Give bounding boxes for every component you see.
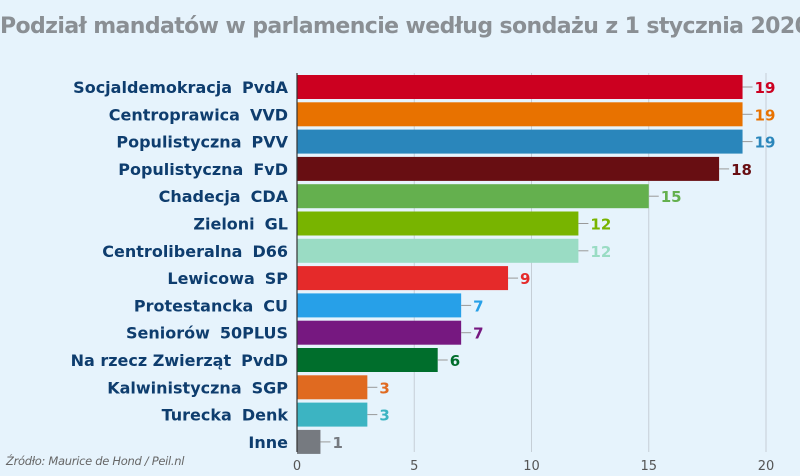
x-tick-label: 15 (640, 459, 657, 474)
source-note: Źródło: Maurice de Hond / Peil.nl (6, 454, 185, 468)
data-label: 7 (473, 325, 483, 343)
bar (297, 156, 720, 181)
category-name: Na rzecz Zwierząt (71, 351, 232, 370)
party-name: SP (265, 269, 289, 288)
category-name: Seniorów (126, 324, 210, 343)
party-name: D66 (252, 242, 288, 261)
category-label: Kalwinistyczna SGP (107, 378, 288, 397)
category-name: Turecka (162, 406, 232, 425)
data-label: 3 (379, 407, 389, 425)
category-name: Centroprawica (109, 105, 240, 124)
category-name: Kalwinistyczna (107, 378, 241, 397)
data-label: 19 (755, 106, 776, 124)
bar (297, 348, 438, 372)
category-label: Na rzecz Zwierząt PvdD (71, 351, 288, 370)
data-label: 15 (661, 188, 682, 206)
bar (297, 320, 462, 345)
party-name: 50PLUS (220, 324, 288, 343)
category-name: Inne (248, 433, 288, 452)
data-label: 12 (590, 216, 611, 234)
x-tick-label: 5 (410, 459, 418, 474)
party-name: PVV (252, 133, 289, 152)
data-label: 6 (450, 352, 460, 370)
bar (297, 75, 743, 99)
category-name: Socjaldemokracja (73, 78, 232, 97)
party-name: FvD (253, 160, 288, 179)
category-label: Centroliberalna D66 (102, 242, 288, 261)
x-tick-label: 10 (523, 459, 540, 474)
category-name: Centroliberalna (102, 242, 242, 261)
category-label: Chadecja CDA (159, 187, 289, 206)
category-label: Centroprawica VVD (109, 105, 288, 124)
category-name: Protestancka (134, 296, 253, 315)
category-label: Protestancka CU (134, 296, 288, 315)
data-label: 3 (379, 379, 389, 397)
category-label: Socjaldemokracja PvdA (73, 78, 288, 97)
bar (297, 238, 579, 263)
party-name: GL (265, 215, 288, 234)
party-name: CDA (251, 187, 289, 206)
data-label: 19 (755, 134, 776, 152)
category-name: Populistyczna (118, 160, 243, 179)
category-label: Populistyczna PVV (116, 133, 288, 152)
party-name: PvdD (241, 351, 288, 370)
data-label: 7 (473, 297, 483, 315)
data-label: 12 (590, 243, 611, 261)
bar (297, 266, 509, 291)
category-name: Zieloni (193, 215, 254, 234)
chart-title: Podział mandatów w parlamencie według so… (0, 14, 800, 39)
bar (297, 129, 743, 154)
category-name: Populistyczna (116, 133, 241, 152)
party-name: PvdA (242, 78, 289, 97)
category-label: Inne (248, 433, 288, 452)
bar (297, 293, 462, 318)
party-name: Denk (242, 406, 289, 425)
bar (297, 211, 579, 236)
bar (297, 102, 743, 127)
party-name: VVD (250, 105, 288, 124)
data-label: 19 (755, 79, 776, 97)
bar (297, 402, 368, 427)
data-label: 1 (332, 434, 342, 452)
bar (297, 429, 321, 454)
data-label: 18 (731, 161, 752, 179)
category-label: Zieloni GL (193, 215, 288, 234)
x-tick-label: 20 (758, 459, 775, 474)
bar (297, 184, 649, 209)
category-label: Populistyczna FvD (118, 160, 288, 179)
category-name: Lewicowa (167, 269, 254, 288)
category-label: Seniorów 50PLUS (126, 324, 288, 343)
data-label: 9 (520, 270, 530, 288)
category-name: Chadecja (159, 187, 241, 206)
category-label: Turecka Denk (162, 406, 289, 425)
x-tick-label: 0 (293, 459, 301, 474)
party-name: CU (263, 296, 288, 315)
party-name: SGP (252, 378, 289, 397)
category-label: Lewicowa SP (167, 269, 288, 288)
bar (297, 375, 368, 400)
